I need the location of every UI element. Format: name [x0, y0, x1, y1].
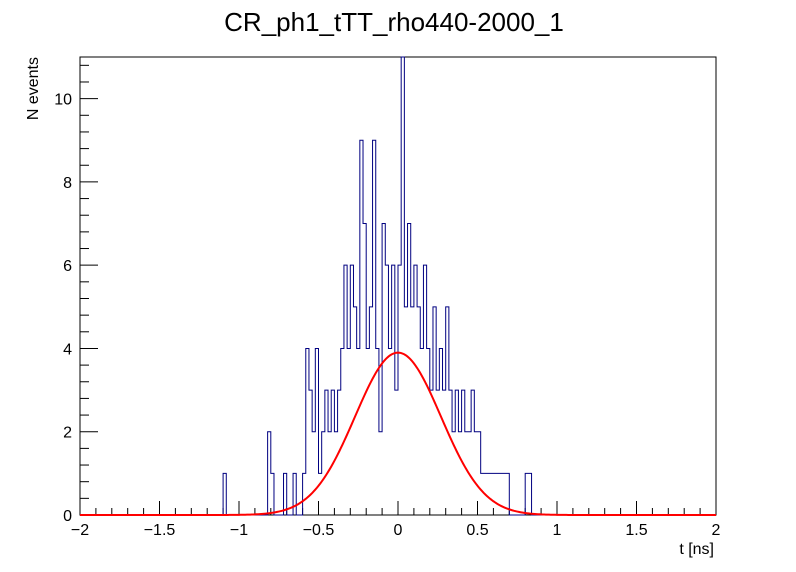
gaussian-fit-curve: [80, 351, 716, 516]
x-tick-label: 0.5: [466, 522, 488, 539]
y-tick-label: 8: [63, 175, 72, 192]
x-tick-label: 0: [394, 522, 403, 539]
y-tick-label: 0: [63, 508, 72, 525]
x-tick-label: 1.5: [625, 522, 647, 539]
chart-title: CR_ph1_tTT_rho440-2000_1: [224, 7, 564, 37]
y-axis: 0 2 4 6 8 10: [54, 64, 98, 525]
x-tick-label: −1.5: [144, 522, 176, 539]
x-axis: −2 −1.5 −1 −0.5 0 0.5 1 1.5 2: [71, 501, 721, 539]
x-tick-label: −1: [230, 522, 248, 539]
x-axis-label: t [ns]: [679, 541, 714, 558]
y-tick-label: 4: [63, 341, 72, 358]
x-tick-label: 2: [712, 522, 721, 539]
y-tick-label: 2: [63, 425, 72, 442]
x-tick-label: 1: [553, 522, 562, 539]
y-tick-label: 6: [63, 258, 72, 275]
x-tick-label: −2: [71, 522, 89, 539]
x-tick-label: −0.5: [303, 522, 335, 539]
histogram-series: [80, 56, 716, 516]
y-axis-label: N events: [25, 57, 42, 120]
y-tick-label: 10: [54, 92, 72, 109]
